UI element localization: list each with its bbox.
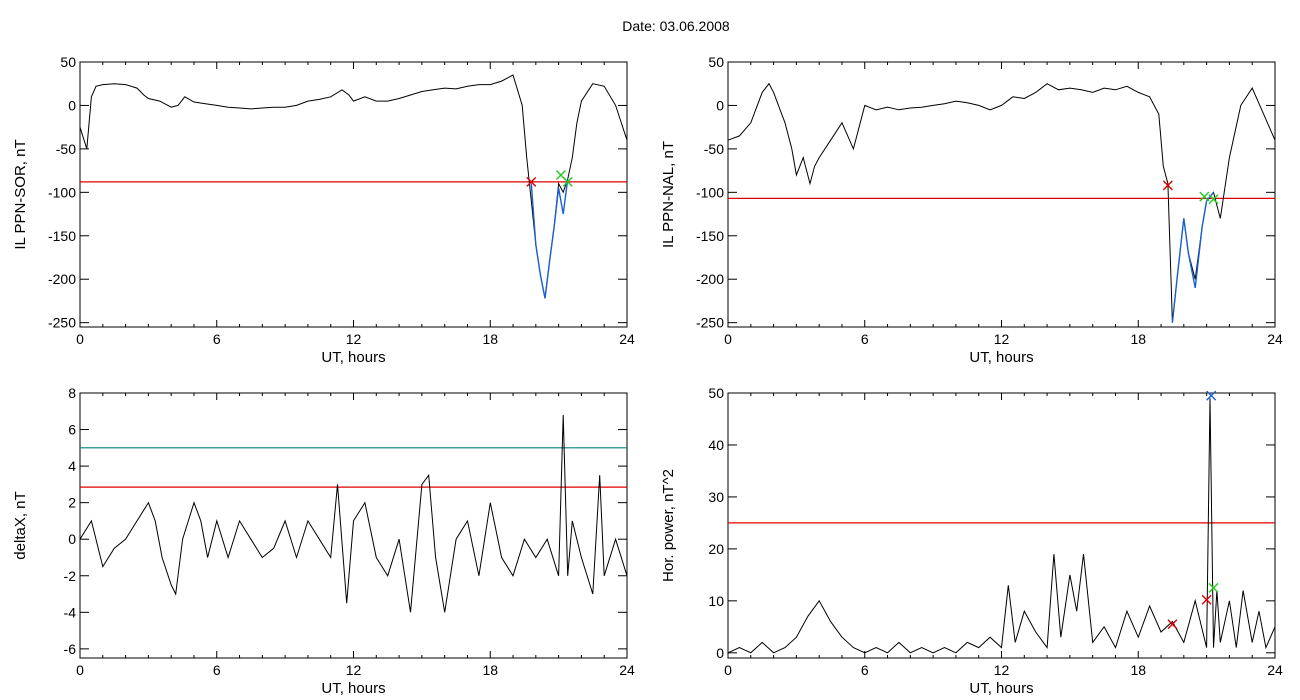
x-tick-label: 24 — [1267, 662, 1283, 678]
y-tick-label: -2 — [64, 568, 77, 584]
y-tick-label: -50 — [704, 141, 724, 157]
y-tick-label: 8 — [68, 385, 76, 401]
x-axis-label: UT, hours — [969, 349, 1033, 366]
y-tick-label: 6 — [68, 422, 76, 438]
x-tick-label: 6 — [213, 331, 221, 347]
y-tick-label: 0 — [68, 97, 76, 113]
series-line — [727, 398, 1276, 654]
y-tick-label: -150 — [696, 228, 724, 244]
page-title: Date: 03.06.2008 — [622, 18, 730, 34]
x-tick-label: 12 — [994, 662, 1010, 678]
plot-frame — [727, 61, 1276, 328]
x-marker — [1167, 619, 1178, 630]
panel-hor-power: 0 6 12 18 24 50 40 30 20 10 0 UT, hours Hor. power, … — [660, 385, 1283, 697]
x-tick-label: 24 — [619, 331, 635, 347]
y-tick-label: 0 — [716, 645, 724, 661]
x-tick-label: 0 — [76, 331, 84, 347]
y-tick-label: -100 — [48, 184, 76, 200]
x-tick-label: 6 — [213, 662, 221, 678]
x-tick-label: 0 — [724, 662, 732, 678]
x-tick-label: 0 — [724, 331, 732, 347]
y-tick-label: -4 — [64, 604, 77, 620]
y-axis-label: IL PPN-NAL, nT — [660, 141, 677, 248]
event-line — [530, 179, 569, 299]
y-tick-label: -50 — [56, 141, 76, 157]
y-tick-label: 0 — [716, 97, 724, 113]
y-tick-label: -150 — [48, 228, 76, 244]
y-tick-label: 10 — [708, 593, 724, 609]
plot-frame — [727, 392, 1276, 659]
y-tick-label: 50 — [60, 54, 76, 70]
x-axis-label: UT, hours — [321, 349, 385, 366]
panel-deltax: 0 6 12 18 24 8 6 4 2 0 -2 -4 -6 UT, hours deltaX, nT — [12, 385, 635, 697]
panel-ppn-nal: 0 6 12 18 24 50 0 -50 -100 -150 -200 -250 UT, hours I… — [660, 54, 1283, 366]
y-tick-label: -250 — [696, 315, 724, 331]
x-tick-label: 12 — [994, 331, 1010, 347]
x-tick-label: 24 — [619, 662, 635, 678]
x-tick-label: 24 — [1267, 331, 1283, 347]
x-marker — [1162, 180, 1173, 191]
panel-ppn-sor: 0 6 12 18 24 50 0 -50 -100 -150 -200 -250 UT, hours I… — [12, 54, 635, 366]
x-marker — [1199, 191, 1210, 202]
x-tick-label: 12 — [346, 662, 362, 678]
y-tick-label: -250 — [48, 315, 76, 331]
x-marker — [1208, 194, 1219, 205]
y-tick-label: 50 — [708, 385, 724, 401]
x-marker — [1206, 390, 1217, 401]
series-line — [79, 414, 628, 613]
y-tick-label: 0 — [68, 531, 76, 547]
y-tick-label: 40 — [708, 437, 724, 453]
series-line — [727, 82, 1276, 323]
x-tick-label: 18 — [482, 662, 498, 678]
x-tick-label: 12 — [346, 331, 362, 347]
y-tick-label: 50 — [708, 54, 724, 70]
y-tick-label: 20 — [708, 541, 724, 557]
y-axis-label: deltaX, nT — [12, 491, 29, 559]
x-tick-label: 6 — [861, 331, 869, 347]
x-marker — [526, 176, 537, 187]
event-line — [1171, 191, 1215, 323]
y-tick-label: -200 — [696, 271, 724, 287]
x-axis-label: UT, hours — [321, 680, 385, 697]
y-tick-label: 2 — [68, 495, 76, 511]
y-axis-label: Hor. power, nT^2 — [660, 469, 677, 582]
x-tick-label: 18 — [482, 331, 498, 347]
x-tick-label: 18 — [1130, 662, 1146, 678]
x-tick-label: 18 — [1130, 331, 1146, 347]
y-tick-label: 30 — [708, 489, 724, 505]
x-marker — [1208, 582, 1219, 593]
y-tick-label: 4 — [68, 458, 76, 474]
x-tick-label: 0 — [76, 662, 84, 678]
x-marker — [562, 176, 573, 187]
y-tick-label: -100 — [696, 184, 724, 200]
x-marker — [1201, 594, 1212, 605]
y-axis-label: IL PPN-SOR, nT — [12, 139, 29, 249]
series-line — [79, 74, 628, 299]
y-tick-label: -200 — [48, 271, 76, 287]
x-tick-label: 6 — [861, 662, 869, 678]
y-tick-label: -6 — [64, 641, 77, 657]
x-axis-label: UT, hours — [969, 680, 1033, 697]
